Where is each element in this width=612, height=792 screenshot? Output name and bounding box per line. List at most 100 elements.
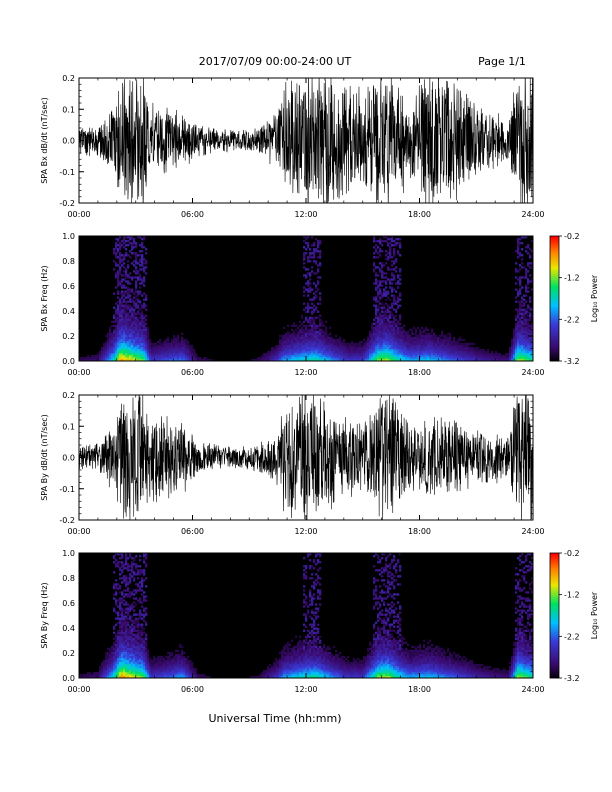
colorbar-step [550,605,559,608]
colorbar-step [550,292,559,295]
colorbar-step [550,254,559,258]
colorbar-step [550,263,559,266]
colorbar-step [550,630,559,633]
colorbar-step [550,315,559,318]
y-tick-label: 0.2 [62,649,75,658]
colorbar-tick-label: -0.2 [564,232,580,241]
colorbar-step [550,607,559,610]
colorbar-step [550,261,559,264]
y-axis-label: SPA By Freq (Hz) [40,582,49,648]
colorbar-tick-label: -2.2 [564,632,580,641]
colorbar-step [550,296,559,299]
colorbar-step [550,286,559,289]
colorbar-step [550,555,559,558]
y-tick-label: 0.8 [62,574,75,583]
colorbar-step [550,603,559,606]
colorbar-step [550,311,559,314]
colorbar-step [550,308,559,312]
colorbar-step [550,598,559,602]
colorbar-step [550,578,559,581]
colorbar-step [550,342,559,345]
colorbar-step [550,580,559,583]
colorbar-step [550,611,559,614]
colorbar-step [550,661,559,664]
colorbar-step [550,236,559,239]
colorbar-step [550,565,559,568]
colorbar-step [550,323,559,326]
colorbar-step [550,298,559,301]
trace-line [79,78,533,203]
colorbar-step [550,673,559,677]
colorbar-step [550,304,559,308]
colorbar-step [550,553,559,556]
x-tick-label: 00:00 [67,368,90,377]
colorbar-step [550,348,559,351]
x-tick-label: 06:00 [181,210,204,219]
colorbar-step [550,267,559,270]
colorbar-step [550,625,559,629]
x-tick-label: 18:00 [408,685,431,694]
x-tick-label: 12:00 [294,368,317,377]
colorbar-step [550,279,559,283]
page-label: Page 1/1 [478,55,526,68]
y-tick-label: -0.1 [59,485,75,494]
colorbar-step [550,596,559,600]
colorbar-step [550,586,559,589]
colorbar-step [550,302,559,306]
colorbar-step [550,273,559,276]
y-tick-label: 0.4 [62,624,75,633]
colorbar-step [550,671,559,675]
colorbar-step [550,313,559,316]
x-tick-label: 00:00 [67,685,90,694]
colorbar-step [550,338,559,341]
y-tick-label: 0.0 [62,137,75,146]
colorbar-step [550,613,559,616]
colorbar-step [550,344,559,347]
colorbar-step [550,600,559,604]
colorbar-step [550,561,559,564]
colorbar-step [550,248,559,251]
colorbar-step [550,582,559,585]
panel-by-spectrogram: 00:00 06:00 12:00 18:00 24:00 1.0 0.8 0.6 0.4 0.2… [40,549,599,694]
colorbar-step [550,648,559,652]
y-tick-label: 0.0 [62,674,75,683]
colorbar-step [550,319,559,322]
colorbar-step [550,350,559,354]
colorbar-step [550,358,559,362]
colorbar-step [550,573,559,577]
y-tick-label: -0.2 [59,199,75,208]
colorbar-step [550,590,559,593]
colorbar-step [550,340,559,343]
colorbar-step [550,325,559,329]
colorbar-step [550,306,559,310]
colorbar-step [550,646,559,650]
colorbar-step [550,657,559,660]
figure-title: 2017/07/09 00:00-24:00 UT [199,55,352,68]
colorbar-step [550,242,559,245]
colorbar-step [550,655,559,658]
colorbar-step [550,636,559,639]
colorbar-step [550,594,559,598]
colorbar-step [550,356,559,360]
panel-bx-spectrogram: 00:00 06:00 12:00 18:00 24:00 1.0 0.8 0.6 0.4 0.2… [40,232,599,377]
y-tick-label: 0.0 [62,454,75,463]
colorbar-step [550,283,559,287]
x-tick-label: 24:00 [521,210,544,219]
colorbar-step [550,650,559,654]
colorbar-step [550,281,559,285]
colorbar-step [550,663,559,666]
colorbar-step [550,638,559,641]
colorbar-step [550,575,559,579]
x-tick-label: 06:00 [181,685,204,694]
y-tick-label: 0.8 [62,257,75,266]
y-axis-label: SPA Bx Freq (Hz) [40,265,49,331]
y-tick-label: 0.2 [62,332,75,341]
spectrogram-cells [79,553,534,679]
colorbar-step [550,354,559,358]
colorbar-step [550,644,559,648]
x-tick-label: 18:00 [408,210,431,219]
colorbar: -0.2 -1.2 -2.2 -3.2 Log₁₀ Power [549,232,599,366]
colorbar-step [550,567,559,571]
y-tick-label: 0.4 [62,307,75,316]
